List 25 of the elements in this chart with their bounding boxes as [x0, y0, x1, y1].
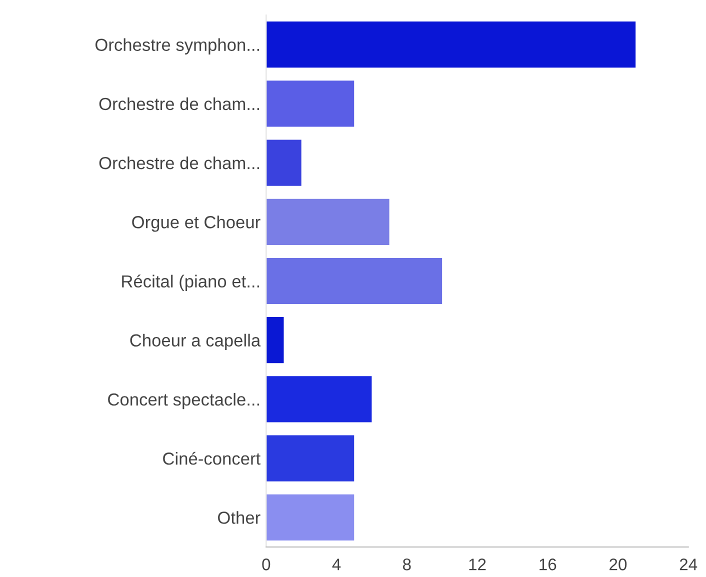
bar — [266, 494, 354, 540]
bar — [266, 80, 354, 127]
y-tick-label: Other — [218, 511, 260, 524]
x-tick-label: 12 — [469, 558, 486, 570]
x-tick-label: 20 — [610, 558, 627, 570]
y-tick-label: Concert spectacle... — [108, 392, 260, 410]
x-tick-label: 0 — [262, 558, 270, 570]
y-tick-label: Choeur a capella — [130, 334, 261, 350]
bar — [266, 22, 636, 68]
x-tick-label: 16 — [540, 558, 556, 570]
y-tick-label: Orchestre de cham... — [99, 97, 260, 110]
bar — [266, 435, 354, 482]
bar — [266, 376, 372, 422]
x-tick-label: 4 — [332, 558, 341, 570]
x-tick-label: 24 — [680, 558, 698, 570]
bar — [266, 258, 442, 304]
x-tick-label: 8 — [402, 558, 411, 570]
y-tick-label: Orchestre de cham... — [99, 156, 260, 170]
y-tick-label: Orchestre symphon... — [95, 38, 260, 54]
bar — [266, 317, 284, 364]
y-tick-label: Orgue et Choeur — [132, 216, 260, 232]
bar — [266, 140, 302, 186]
y-tick-label: Ciné-concert — [163, 452, 260, 465]
bar — [266, 198, 390, 245]
y-tick-label: Récital (piano et... — [122, 274, 260, 291]
